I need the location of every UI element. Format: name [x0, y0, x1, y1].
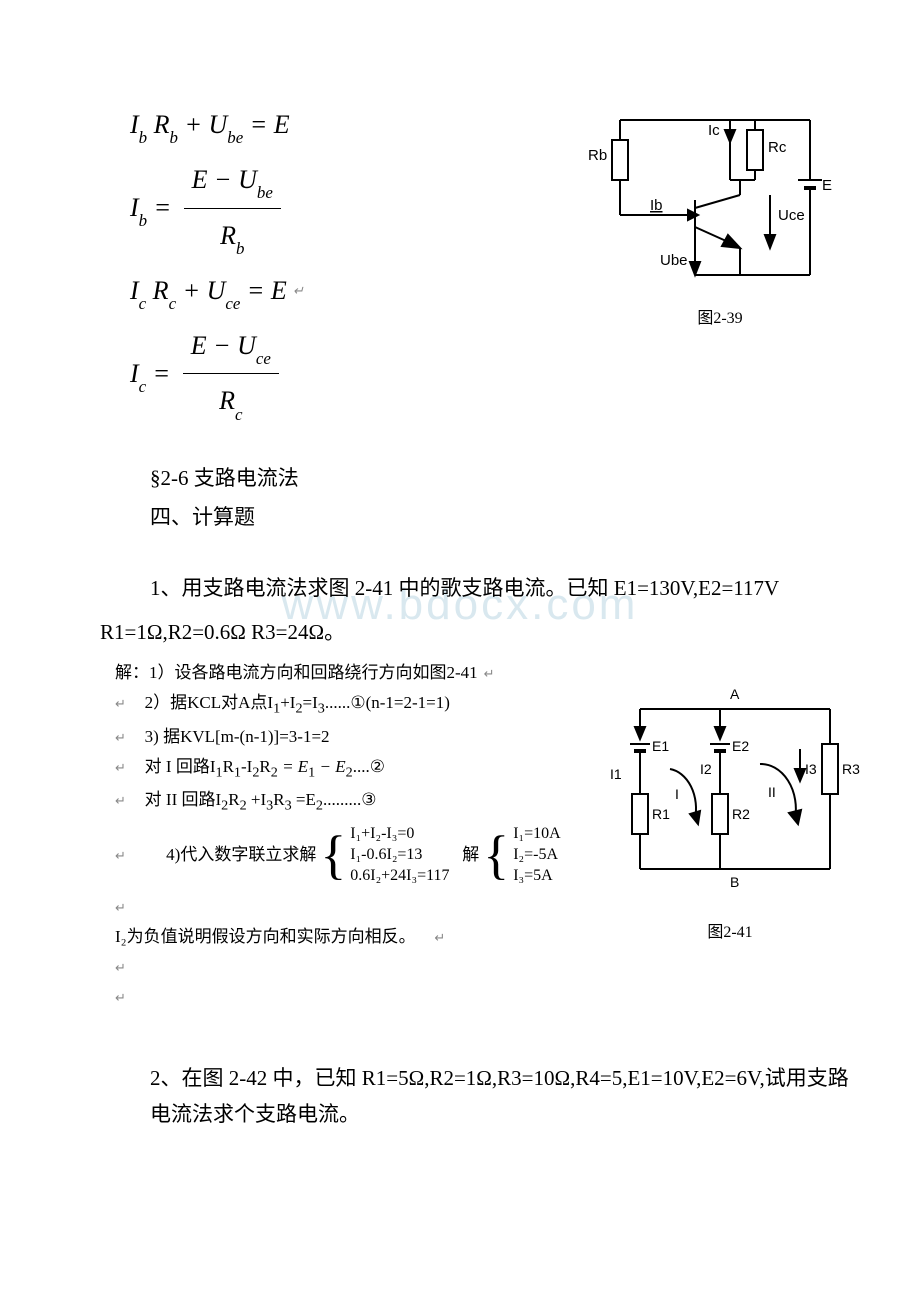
return-mark: ↵ [293, 279, 304, 304]
label-loop-ii: II [768, 784, 776, 800]
label-r1: R1 [652, 806, 670, 822]
t: =E [292, 790, 316, 809]
sol1-line3: ↵ 3) 据KVL[m-(n-1)]=3-1=2 [115, 723, 600, 751]
sol1-line4: ↵ 对 I 回路I1R1-I2R2 = E1 − E2....② [115, 753, 600, 785]
t: I₁-0.6I₂=13 [350, 845, 449, 866]
label-e: E [822, 177, 832, 194]
equation-line-3: Ic Rc + Uce = E ↵ [130, 266, 580, 316]
t: I₁+I₂-I₃=0 [350, 824, 449, 845]
label-b: B [730, 874, 739, 890]
t: .........③ [323, 790, 377, 809]
sol1-line-ret2: ↵ [115, 953, 600, 981]
label-e1: E1 [652, 738, 669, 754]
sol1-line7: I₂为负值说明假设方向和实际方向相反。 ↵ [115, 923, 600, 951]
t: 解 [462, 841, 479, 869]
t: ......①(n-1=2-1=1) [325, 693, 450, 712]
solution-row-1: 解：1）设各路电流方向和回路绕行方向如图2-41↵ ↵ 2）据KCL对A点I1+… [60, 659, 860, 1013]
sol1-line5: ↵ 对 II 回路I2R2 +I3R3 =E2.........③ [115, 786, 600, 818]
equation-line-4: Ic = E − Uce Rc [130, 321, 580, 427]
sol1-line1: 解：1）设各路电流方向和回路绕行方向如图2-41↵ [115, 659, 600, 687]
label-uce: Uce [778, 207, 805, 224]
t: I₁=10A [513, 824, 560, 845]
sol1-line-ret3: ↵ [115, 983, 600, 1011]
t: 对 II 回路I [145, 790, 221, 809]
t: 0.6I₂+24I₃=117 [350, 866, 449, 887]
t: R [223, 757, 234, 776]
equation-line-1: Ib Rb + Ube = E [130, 100, 580, 150]
page-content: Ib Rb + Ube = E Ib = E − Ube Rb Ic Rc + … [60, 100, 860, 1132]
sol1-line-ret: ↵ [115, 893, 600, 921]
section-subtitle-4: 四、计算题 [150, 500, 860, 536]
t: R [259, 757, 270, 776]
circuit-svg-241: A B E1 E2 R1 R2 R3 I1 I2 I3 I II [600, 679, 860, 909]
t: =I [303, 693, 318, 712]
solution-1: 解：1）设各路电流方向和回路绕行方向如图2-41↵ ↵ 2）据KCL对A点I1+… [60, 659, 600, 1013]
label-i3: I3 [805, 761, 817, 777]
sol1-line6: ↵ 4)代入数字联立求解 { I₁+I₂-I₃=0 I₁-0.6I₂=13 0.… [115, 820, 600, 890]
label-r2: R2 [732, 806, 750, 822]
label-rb: Rb [588, 147, 607, 164]
t: I₃=5A [513, 866, 560, 887]
label-r3: R3 [842, 761, 860, 777]
circuit-diagram-239: Rb Ic Rc E Ib Ube Uce 图2-39 [580, 100, 860, 328]
t: 4)代入数字联立求解 [166, 841, 316, 869]
t: -I [241, 757, 252, 776]
sol1-line1-text: 解：1）设各路电流方向和回路绕行方向如图2-41 [115, 663, 478, 682]
sol1-line2: ↵ 2）据KCL对A点I1+I2=I3......①(n-1=2-1=1) [115, 689, 600, 721]
label-rc: Rc [768, 139, 787, 156]
t: +I [247, 790, 267, 809]
label-ib: Ib [650, 197, 663, 214]
t: = E [278, 757, 308, 776]
figure-caption-241: 图2-41 [600, 918, 860, 942]
label-i2: I2 [700, 761, 712, 777]
t: R [228, 790, 239, 809]
t: I₂=-5A [513, 845, 560, 866]
equations-block: Ib Rb + Ube = E Ib = E − Ube Rb Ic Rc + … [60, 100, 580, 432]
t: +I [280, 693, 295, 712]
label-ube: Ube [660, 252, 688, 269]
label-a: A [730, 686, 740, 702]
t: 2）据KCL对A点I [145, 693, 273, 712]
circuit-svg-239: Rb Ic Rc E Ib Ube Uce [580, 100, 840, 300]
circuit-diagram-241: A B E1 E2 R1 R2 R3 I1 I2 I3 I II 图2-41 [600, 679, 860, 942]
label-loop-i: I [675, 786, 679, 802]
fraction-1: E − Ube Rb [184, 155, 281, 261]
top-row: Ib Rb + Ube = E Ib = E − Ube Rb Ic Rc + … [60, 100, 860, 432]
t: 3) 据KVL[m-(n-1)]=3-1=2 [145, 727, 330, 746]
t: I₂为负值说明假设方向和实际方向相反。 [115, 927, 416, 946]
figure-caption-239: 图2-39 [580, 304, 860, 328]
problem-1-text: 1、用支路电流法求图 2-41 中的歌支路电流。已知 E1=130V,E2=11… [150, 571, 860, 607]
t: − E [315, 757, 345, 776]
label-e2: E2 [732, 738, 749, 754]
t: ....② [353, 757, 385, 776]
fraction-2: E − Uce Rc [183, 321, 279, 427]
t: 对 I 回路I [145, 757, 216, 776]
label-ic: Ic [708, 122, 720, 139]
equation-line-2: Ib = E − Ube Rb [130, 155, 580, 261]
label-i1: I1 [610, 766, 622, 782]
problem-1-text2: R1=1Ω,R2=0.6Ω R3=24Ω。 [100, 615, 860, 651]
t: R [273, 790, 284, 809]
section-title-26: §2-6 支路电流法 [150, 462, 860, 492]
problem-2-text: 2、在图 2-42 中，已知 R1=5Ω,R2=1Ω,R3=10Ω,R4=5,E… [150, 1061, 860, 1132]
